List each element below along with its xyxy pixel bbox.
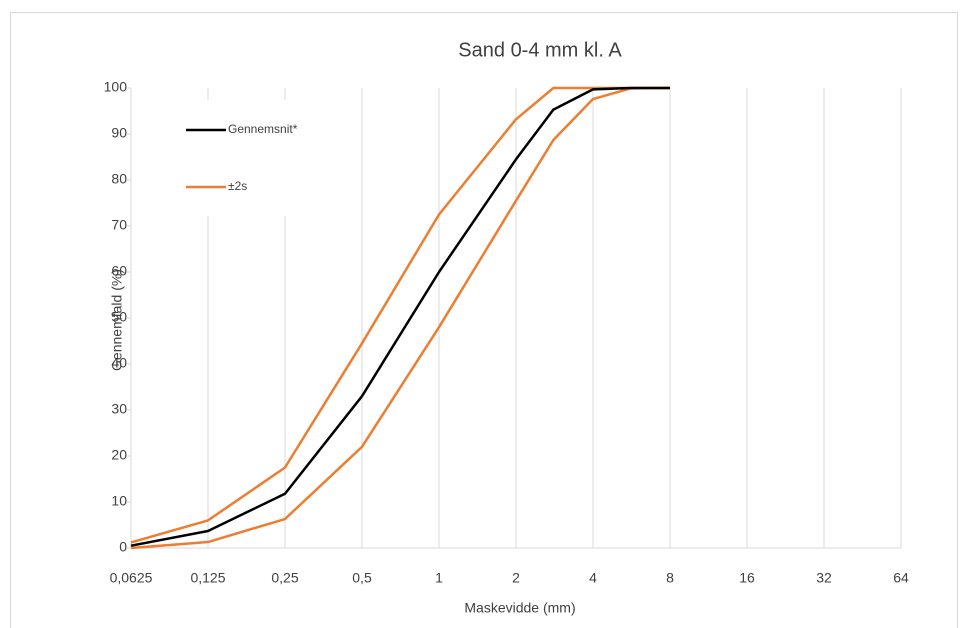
series-line	[130, 86, 671, 550]
x-tick-label: 16	[739, 570, 755, 586]
x-tick-label: 8	[666, 570, 674, 586]
y-tick-label: 30	[111, 401, 127, 417]
x-axis-title: Maskevidde (mm)	[464, 600, 575, 616]
y-tick-label: 10	[111, 493, 127, 509]
x-tick-label: 0,0625	[110, 570, 153, 586]
x-tick-label: 32	[816, 570, 832, 586]
y-tick-label: 60	[111, 263, 127, 279]
y-tick-label: 20	[111, 447, 127, 463]
legend-label: Gennemsnit*	[228, 122, 298, 136]
x-tick-label: 64	[893, 570, 909, 586]
chart-title: Sand 0-4 mm kl. A	[458, 39, 622, 61]
chart-border	[10, 12, 958, 628]
legend-label: ±2s	[228, 179, 247, 193]
x-tick-label: 4	[589, 570, 597, 586]
y-tick-label: 70	[111, 217, 127, 233]
x-tick-label: 0,25	[271, 570, 298, 586]
y-axis-title: Gennemfald (%)	[109, 269, 125, 371]
legend	[140, 100, 342, 216]
x-tick-label: 0,125	[190, 570, 225, 586]
y-tick-label: 100	[104, 79, 128, 95]
y-tick-label: 0	[119, 539, 127, 555]
y-tick-label: 50	[111, 309, 127, 325]
y-tick-label: 90	[111, 125, 127, 141]
x-tick-label: 1	[435, 570, 443, 586]
series-line	[130, 86, 670, 547]
y-tick-label: 80	[111, 171, 127, 187]
x-tick-label: 2	[512, 570, 520, 586]
x-tick-label: 0,5	[352, 570, 372, 586]
y-tick-label: 40	[111, 355, 127, 371]
